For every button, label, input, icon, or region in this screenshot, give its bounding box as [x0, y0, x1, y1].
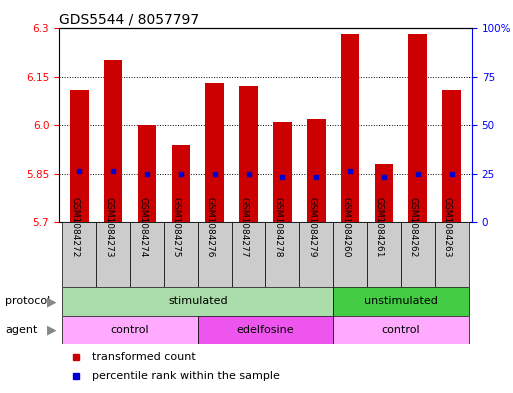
Text: GSM1084278: GSM1084278: [273, 197, 282, 258]
Bar: [164, 222, 198, 287]
Bar: [442, 90, 461, 222]
Text: control: control: [382, 325, 420, 335]
Bar: [70, 90, 89, 222]
Bar: [266, 222, 299, 287]
Text: percentile rank within the sample: percentile rank within the sample: [92, 371, 280, 382]
Text: GSM1084274: GSM1084274: [138, 197, 147, 258]
Text: GSM1084279: GSM1084279: [307, 197, 316, 258]
Bar: [205, 83, 224, 222]
Bar: [408, 34, 427, 222]
Bar: [137, 125, 156, 222]
Text: stimulated: stimulated: [168, 296, 228, 307]
Text: edelfosine: edelfosine: [236, 325, 294, 335]
Bar: [96, 222, 130, 287]
Text: GDS5544 / 8057797: GDS5544 / 8057797: [59, 13, 199, 27]
Bar: [401, 222, 435, 287]
Bar: [232, 222, 266, 287]
Text: GSM1084276: GSM1084276: [206, 197, 215, 258]
Text: GSM1084261: GSM1084261: [375, 197, 384, 258]
Text: transformed count: transformed count: [92, 351, 196, 362]
Bar: [299, 222, 333, 287]
Bar: [333, 316, 468, 344]
Bar: [171, 145, 190, 222]
Bar: [239, 86, 258, 222]
Text: control: control: [111, 325, 149, 335]
Bar: [198, 222, 232, 287]
Bar: [198, 316, 333, 344]
Text: unstimulated: unstimulated: [364, 296, 438, 307]
Bar: [333, 287, 468, 316]
Text: GSM1084277: GSM1084277: [240, 197, 249, 258]
Bar: [333, 222, 367, 287]
Text: GSM1084272: GSM1084272: [70, 197, 80, 258]
Bar: [63, 222, 96, 287]
Text: agent: agent: [5, 325, 37, 335]
Text: protocol: protocol: [5, 296, 50, 307]
Text: GSM1084263: GSM1084263: [443, 197, 451, 258]
Bar: [435, 222, 468, 287]
Bar: [104, 60, 123, 222]
Bar: [273, 122, 292, 222]
Text: ▶: ▶: [47, 323, 57, 336]
Bar: [63, 316, 198, 344]
Text: GSM1084260: GSM1084260: [341, 197, 350, 258]
Bar: [367, 222, 401, 287]
Text: GSM1084273: GSM1084273: [104, 197, 113, 258]
Text: ▶: ▶: [47, 295, 57, 308]
Bar: [63, 287, 333, 316]
Bar: [307, 119, 326, 222]
Bar: [341, 34, 360, 222]
Text: GSM1084275: GSM1084275: [172, 197, 181, 258]
Bar: [130, 222, 164, 287]
Bar: [374, 164, 393, 222]
Text: GSM1084262: GSM1084262: [409, 197, 418, 258]
